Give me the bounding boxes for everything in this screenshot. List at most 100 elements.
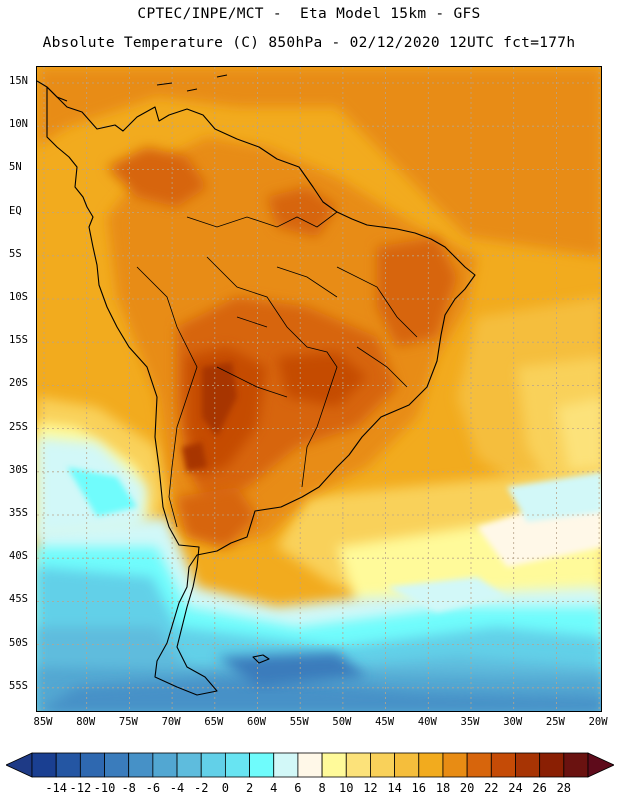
longitude-label: 60W: [247, 716, 266, 728]
longitude-label: 70W: [161, 716, 181, 728]
field-22c-guyana: [267, 187, 337, 237]
colorbar-low-arrow: [6, 752, 33, 778]
latitude-label: 45S: [9, 593, 28, 606]
field-4c-pacific: [67, 467, 137, 517]
field-24c-mato-grosso: [277, 352, 367, 407]
colorbar-tick-label: -2: [193, 781, 209, 795]
colorbar-swatch: [249, 752, 275, 778]
central-america-coastline: [37, 80, 68, 102]
colorbar: [6, 752, 614, 778]
latitude-label: 25S: [9, 420, 28, 433]
chart-title-line-2: Absolute Temperature (C) 850hPa - 02/12/…: [42, 35, 576, 51]
colorbar-tick-label: 2: [245, 781, 254, 795]
colorbar-tick-label: 22: [484, 781, 499, 795]
lat-lon-grid: [37, 67, 601, 711]
colorbar-swatch: [176, 752, 202, 778]
temperature-map: [36, 66, 602, 712]
longitude-label: 20W: [588, 716, 608, 728]
longitude-label: 30W: [503, 716, 523, 728]
colorbar-swatch: [55, 752, 81, 778]
border-layer: [136, 211, 418, 528]
colorbar-tick-label: 0: [221, 781, 229, 795]
colorbar-swatch: [490, 752, 516, 778]
colorbar-swatch: [515, 752, 541, 778]
colorbar-tick-label: -4: [169, 781, 185, 795]
latitude-label: 5S: [9, 247, 22, 260]
colorbar-swatch: [563, 752, 589, 778]
colorbar-swatch: [321, 752, 347, 778]
colorbar-tick-label: 16: [411, 781, 426, 795]
colorbar-tick-label: 26: [532, 781, 547, 795]
colorbar-swatch: [370, 752, 396, 778]
longitude-label: 50W: [332, 716, 352, 728]
chart-title-line-1: CPTEC/INPE/MCT - Eta Model 15km - GFS: [137, 6, 481, 22]
colorbar-swatch: [104, 752, 130, 778]
map-canvas: [37, 67, 601, 711]
colorbar-swatch: [394, 752, 420, 778]
falkland-islands: [252, 654, 270, 664]
field-m6c-south: [40, 677, 601, 711]
latitude-label: 10N: [9, 118, 28, 131]
state-borders: [216, 266, 418, 398]
latitude-label: EQ: [9, 204, 22, 217]
coastline-layer: [37, 74, 476, 696]
latitude-label: 15N: [9, 75, 28, 87]
colorbar-tick-label: 6: [294, 781, 302, 795]
andes-border: [136, 266, 198, 528]
longitude-label: 25W: [545, 716, 565, 728]
field-22c-northeast: [377, 237, 457, 347]
longitude-label: 35W: [460, 716, 480, 728]
field-26c-core: [202, 362, 237, 437]
longitude-label: 45W: [375, 716, 395, 728]
latitude-label: 40S: [9, 550, 28, 563]
latitude-label: 10S: [9, 291, 28, 303]
colorbar-tick-label: -12: [69, 781, 92, 795]
latitude-label: 15S: [9, 334, 28, 347]
longitude-label: 40W: [417, 716, 437, 728]
colorbar-tick-label: 28: [556, 781, 572, 795]
colorbar-tick-label: 10: [339, 781, 354, 795]
colorbar-tick-label: -10: [93, 781, 116, 795]
field-m8c-south: [217, 652, 367, 687]
longitude-label: 65W: [204, 716, 224, 728]
latitude-label: 55S: [9, 679, 28, 692]
colorbar-swatch: [79, 752, 105, 778]
field-12c-atlantic: [557, 397, 601, 487]
colorbar-tick-label: 12: [363, 781, 378, 795]
colorbar-tick-label: 14: [387, 781, 402, 795]
colorbar-tick-label: 24: [508, 781, 523, 795]
latitude-label: 50S: [9, 636, 28, 649]
colorbar-swatch: [442, 752, 468, 778]
colorbar-tick-label: -14: [45, 781, 68, 795]
colorbar-swatch: [273, 752, 299, 778]
field-22c-venezuela: [107, 147, 207, 207]
colorbar-swatch: [128, 752, 154, 778]
latitude-label: 20S: [9, 377, 28, 390]
colorbar-swatch: [418, 752, 444, 778]
colorbar-tick-label: -8: [121, 781, 136, 795]
colorbar-tick-label: 18: [435, 781, 451, 795]
colorbar-swatch: [224, 752, 250, 778]
brazil-border: [186, 211, 338, 488]
longitude-label: 75W: [118, 716, 138, 728]
colorbar-swatch: [200, 752, 226, 778]
latitude-label: 5N: [9, 161, 22, 174]
colorbar-tick-label: 4: [270, 781, 278, 795]
colorbar-swatch: [297, 752, 323, 778]
longitude-label: 55W: [289, 716, 309, 728]
longitude-label: 80W: [76, 716, 96, 728]
caribbean-islands: [156, 74, 228, 92]
south-america-coastline: [46, 86, 476, 696]
colorbar-swatch: [345, 752, 371, 778]
field-6c-patch: [507, 472, 601, 522]
colorbar-tick-label: -6: [145, 781, 161, 795]
colorbar-tick-label: 20: [459, 781, 475, 795]
colorbar-tick-label: 8: [318, 781, 326, 795]
latitude-label: 35S: [9, 507, 28, 519]
field-26c-argentina: [182, 442, 207, 472]
colorbar-swatch: [31, 752, 57, 778]
field-6c-island: [387, 577, 507, 612]
colorbar-high-arrow: [587, 752, 614, 778]
latitude-label: 30S: [9, 463, 28, 476]
colorbar-swatch: [152, 752, 178, 778]
